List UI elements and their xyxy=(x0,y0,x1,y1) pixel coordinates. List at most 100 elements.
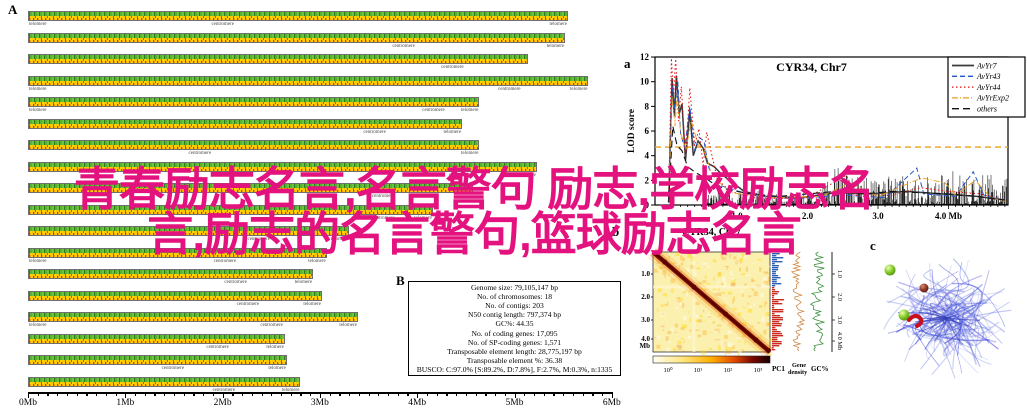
centromere-label: centromere xyxy=(392,43,415,49)
scale-minor-tick xyxy=(329,394,331,396)
svg-text:1.0: 1.0 xyxy=(731,211,743,221)
telomere-label: telomere xyxy=(303,301,321,307)
scale-minor-tick xyxy=(378,394,380,396)
centromere-label: centromere xyxy=(247,237,270,242)
red-helix-marker xyxy=(907,313,924,328)
svg-text:6: 6 xyxy=(645,126,650,136)
genome-stat-row: GC%: 44.35 xyxy=(495,319,534,329)
scale-minor-tick xyxy=(358,394,361,396)
scale-minor-tick xyxy=(407,394,409,396)
gc-track-label: GC% xyxy=(811,365,829,373)
scale-minor-tick xyxy=(319,394,322,396)
centromere-label: centromere xyxy=(161,366,185,371)
svg-text:density: density xyxy=(788,369,808,376)
svg-text:0: 0 xyxy=(645,200,650,210)
scale-minor-tick xyxy=(465,394,468,396)
chromosome-bar: centromere telomere xyxy=(28,32,566,49)
genome-stat-row: Genome size: 79,105,147 bp xyxy=(470,283,559,293)
scale-minor-tick xyxy=(582,394,584,396)
scale-minor-tick xyxy=(203,394,205,396)
green-sphere-marker xyxy=(884,264,896,276)
telomere-label: telomere xyxy=(29,323,47,328)
scale-tick-label: 0Mb xyxy=(19,398,37,408)
scale-minor-tick xyxy=(553,394,555,396)
chromosome-bar: centromere telomere xyxy=(28,161,537,178)
protein-structure-panel: c xyxy=(870,238,1012,379)
scale-minor-tick xyxy=(533,394,536,396)
svg-text:8: 8 xyxy=(645,101,650,111)
scale-minor-tick xyxy=(76,394,78,396)
scale-minor-tick xyxy=(475,394,477,396)
chromosome-bar: telomere centromere telomere xyxy=(28,312,358,328)
scale-minor-tick xyxy=(86,394,88,396)
centromere-label: centromere xyxy=(260,323,283,328)
centromere-label: centromere xyxy=(224,280,247,285)
scale-tick-label: 5Mb xyxy=(505,398,524,408)
scale-minor-tick xyxy=(602,394,604,396)
scale-major-tick xyxy=(125,394,127,398)
centromere-label: centromere xyxy=(422,108,445,113)
scale-minor-tick xyxy=(261,394,263,396)
scale-minor-tick xyxy=(388,394,390,396)
scale-minor-tick xyxy=(222,394,224,396)
scale-major-tick xyxy=(222,394,224,398)
hic-colorbar-label: 10⁰ xyxy=(663,366,673,374)
telomere-label: telomere xyxy=(29,86,47,92)
chromosome-bar: centromere telomere xyxy=(28,290,322,307)
chromosome-bar: centromere telomere xyxy=(28,376,301,393)
telomere-label: telomere xyxy=(518,172,536,178)
svg-text:2.0: 2.0 xyxy=(802,211,814,221)
scale-minor-tick xyxy=(154,394,156,396)
telomere-label: telomere xyxy=(294,280,313,285)
telomere-label: telomere xyxy=(549,22,568,27)
scale-minor-tick xyxy=(280,394,283,396)
centromere-label: centromere xyxy=(206,344,229,350)
centromere-label: centromere xyxy=(211,22,234,27)
hic-right-axis-label: 4.0 Mb xyxy=(836,332,843,350)
scale-major-tick xyxy=(28,394,30,398)
gene-density-track xyxy=(790,251,806,352)
chromosome-bar: telomere centromere telomere xyxy=(28,97,480,113)
genome-stat-row: Transposable element length: 28,775,197 … xyxy=(447,346,582,356)
hic-colorbar-label: 10¹ xyxy=(694,367,703,374)
scale-minor-tick xyxy=(135,394,137,396)
scale-minor-tick xyxy=(543,394,545,396)
hic-right-axis-label: 2.0 xyxy=(836,293,843,301)
chromosome-bar: centromere telomere xyxy=(28,333,285,350)
centromere-label: centromere xyxy=(372,215,395,221)
centromere-label: centromere xyxy=(498,86,521,92)
lod-score-plot: a 0 2 4 6 8 10 12 LOD score 1.0 2.0 3.0 4.0 Mb CYR34,… xyxy=(624,52,1026,221)
panel-a-sub-label: a xyxy=(624,56,631,71)
scale-minor-tick xyxy=(183,394,185,396)
genome-stat-row: No. of SP-coding genes: 1,571 xyxy=(467,337,562,347)
scale-minor-tick xyxy=(251,394,253,396)
chromosome-bar: centromere telomere xyxy=(28,226,350,242)
panel-b-label: B xyxy=(396,273,405,288)
centromere-label: centromere xyxy=(212,387,235,393)
centromere-label: centromere xyxy=(363,129,386,135)
hic-y-tick-label: Mb xyxy=(640,342,651,350)
telomere-label: telomere xyxy=(29,258,47,264)
green-sphere-marker xyxy=(898,309,910,321)
telomere-label: telomere xyxy=(268,366,286,371)
scale-major-tick xyxy=(514,394,516,398)
legend-entry-label: AvYr44 xyxy=(976,83,1001,92)
telomere-label: telomere xyxy=(29,108,47,113)
genome-stat-row: No. of chromosomes: 18 xyxy=(476,292,553,302)
scale-minor-tick xyxy=(96,394,98,396)
genome-stats-box: Genome size: 79,105,147 bp No. of chromos… xyxy=(408,281,621,376)
chromosome-bar: centromere telomere xyxy=(28,204,433,221)
legend-entry-label: AvYr7 xyxy=(976,61,998,70)
scale-minor-tick xyxy=(495,394,497,396)
chromosome-bar: centromere telomere xyxy=(28,118,462,135)
scale-minor-tick xyxy=(397,394,399,396)
hic-y-tick-label: 4.0 xyxy=(641,335,650,343)
panel-a-label: A xyxy=(8,2,18,17)
scale-minor-tick xyxy=(524,394,526,396)
chromosome-bar: centromere xyxy=(28,54,529,70)
scale-minor-tick xyxy=(514,394,516,396)
scale-minor-tick xyxy=(173,394,176,396)
scale-minor-tick xyxy=(417,394,419,396)
genome-stat-row: No. of contigs: 203 xyxy=(485,301,544,311)
gc-content-track xyxy=(809,251,825,352)
